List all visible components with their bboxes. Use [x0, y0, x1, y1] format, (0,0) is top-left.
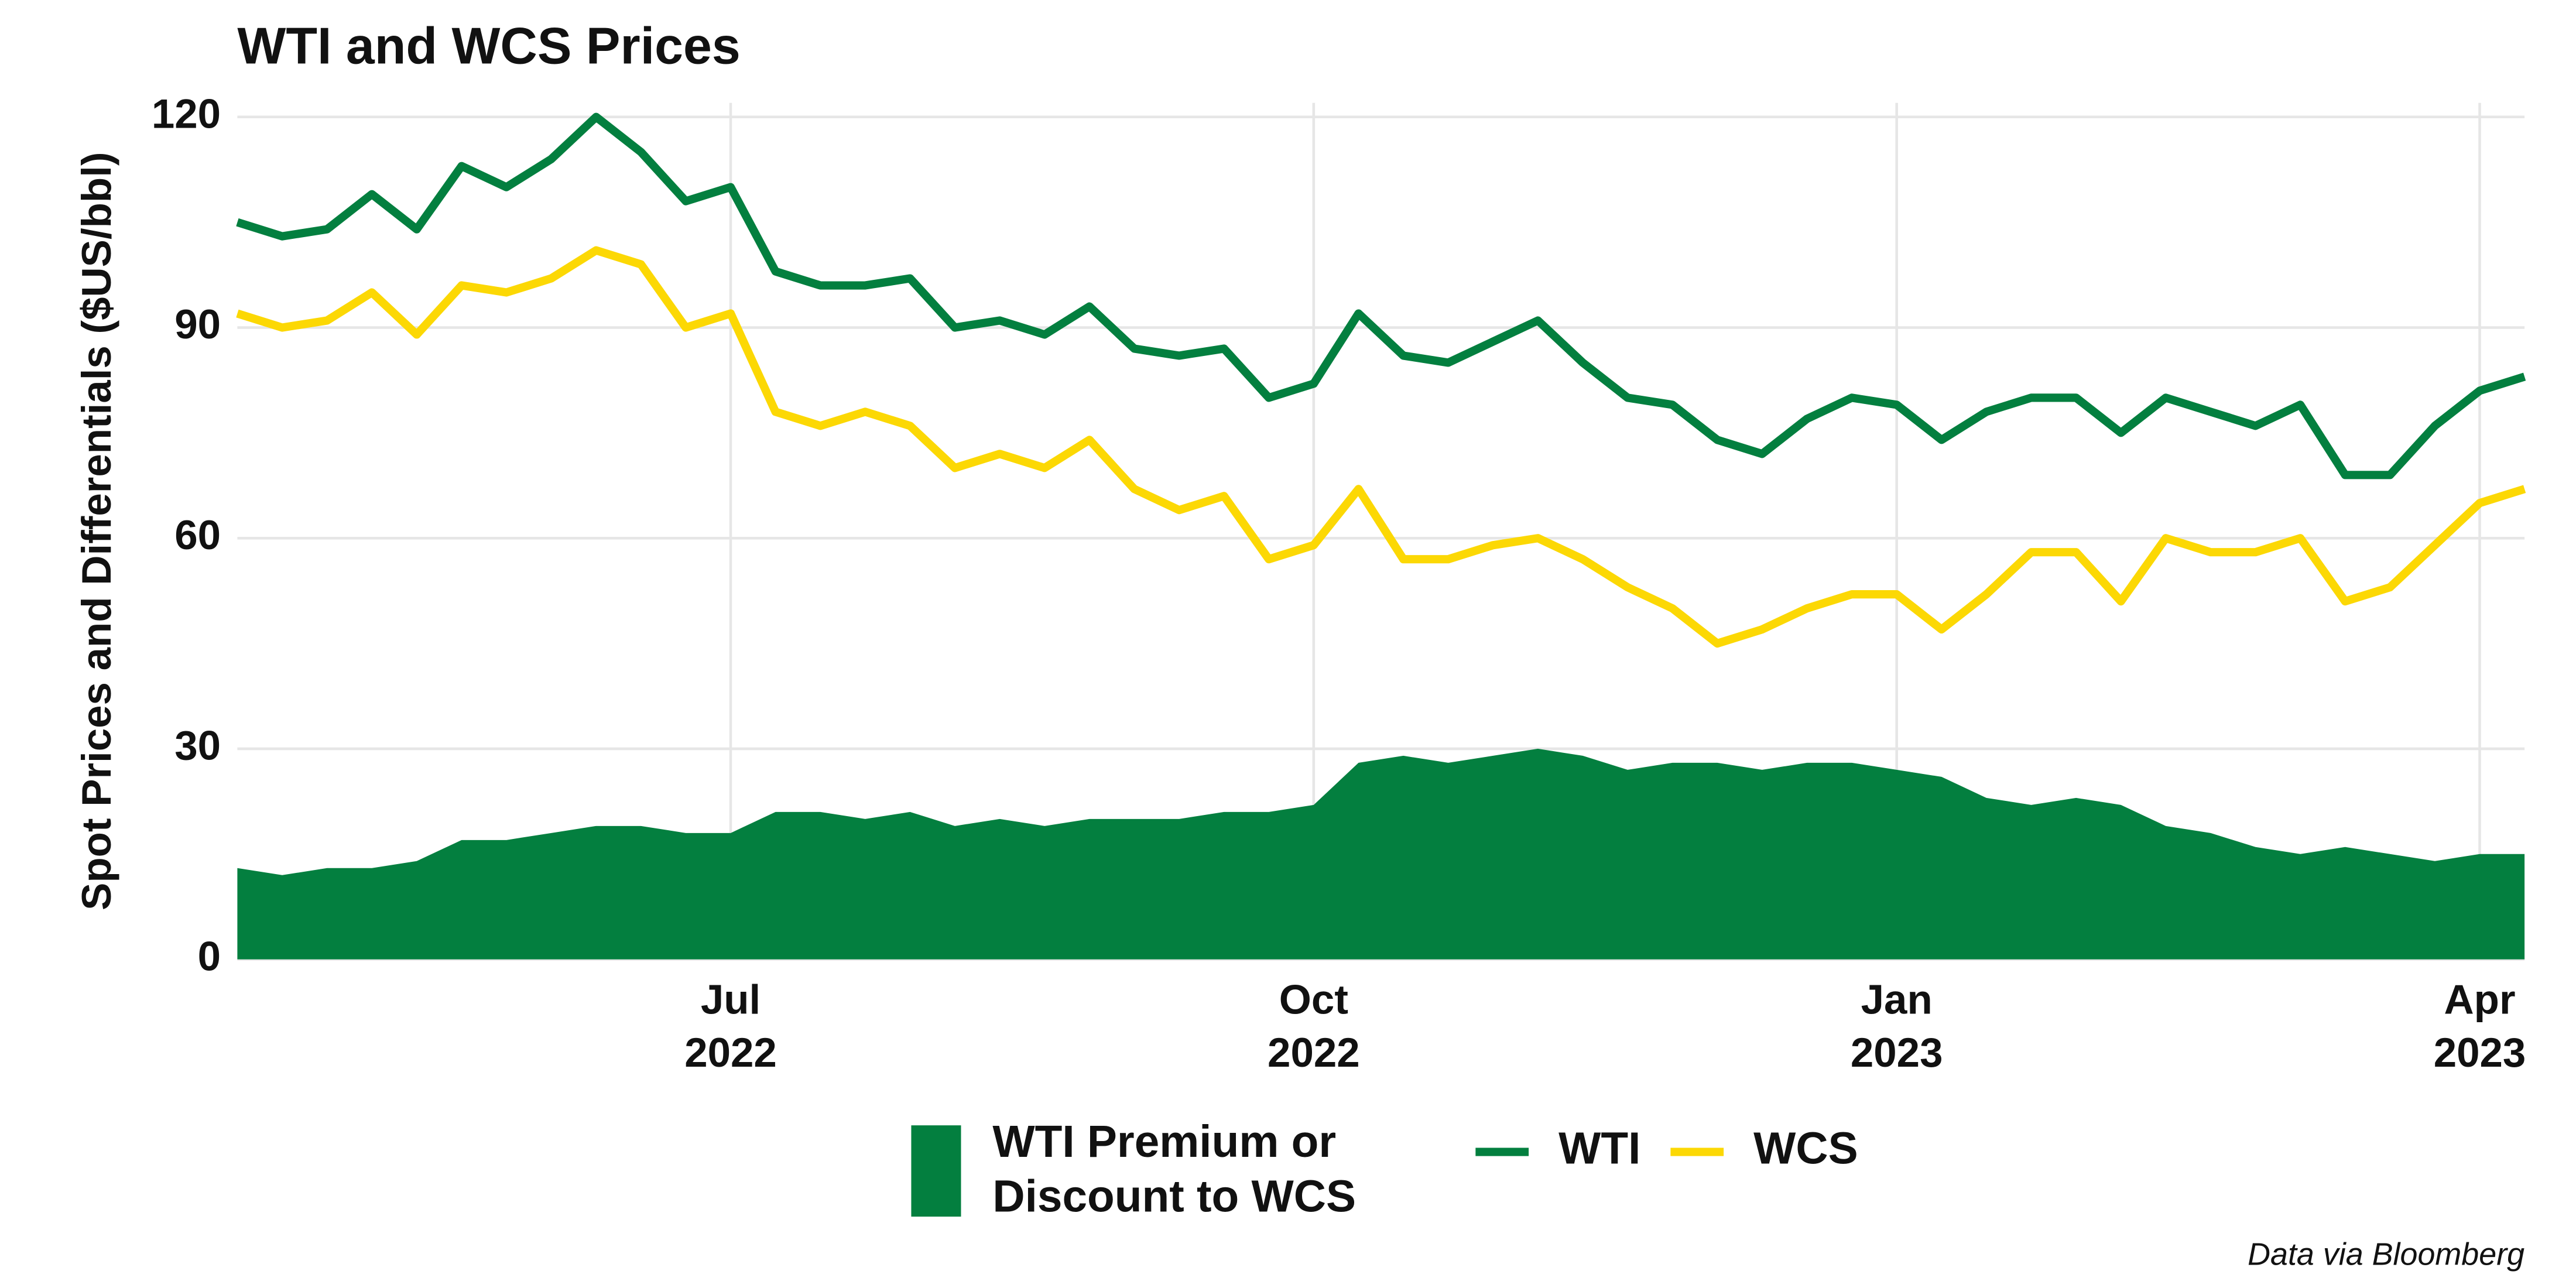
x-tick-label: Jan 2023 — [1851, 977, 1943, 1076]
chart-title: WTI and WCS Prices — [237, 16, 740, 74]
y-axis-label: Spot Prices and Differentials ($US/bbl) — [74, 152, 120, 910]
y-tick-label: 120 — [152, 91, 221, 137]
legend-label: WTI Premium or Discount to WCS — [992, 1117, 1356, 1222]
y-tick-label: 60 — [174, 512, 221, 559]
line — [236, 246, 2526, 648]
y-tick-label: 0 — [198, 933, 221, 979]
legend-label: WTI — [1558, 1124, 1640, 1174]
caption: Data via Bloomberg — [2248, 1236, 2524, 1272]
x-tick-label: Jul 2022 — [684, 977, 777, 1076]
y-tick-label: 90 — [174, 302, 221, 348]
legend-swatch — [911, 1125, 961, 1217]
legend-label: WCS — [1753, 1124, 1858, 1174]
area — [237, 748, 2525, 960]
line — [236, 112, 2526, 479]
x-tick-label: Apr 2023 — [2434, 977, 2526, 1076]
y-tick-label: 30 — [174, 723, 221, 769]
x-tick-label: Oct 2022 — [1268, 977, 1360, 1076]
